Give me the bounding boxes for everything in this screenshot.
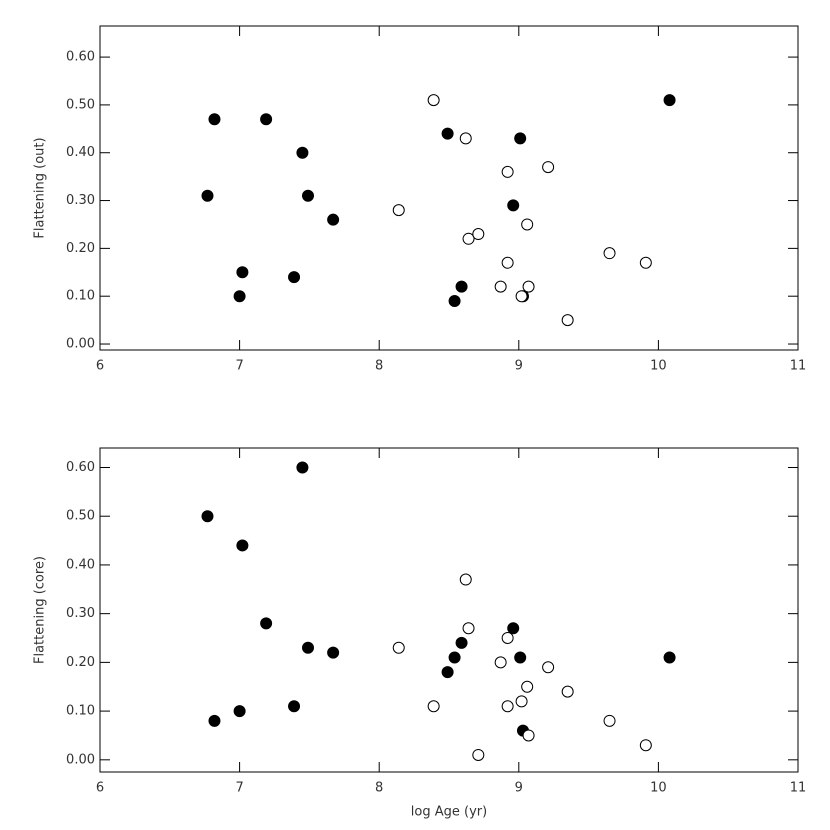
point: [521, 218, 534, 231]
y-tick-label: 0.60: [66, 460, 95, 475]
y-tick-label: 0.10: [66, 704, 95, 719]
x-tick-label: 11: [790, 781, 807, 796]
plot-frame: [99, 447, 799, 773]
point: [501, 700, 514, 713]
point: [494, 280, 507, 293]
point: [514, 651, 527, 664]
point: [522, 729, 535, 742]
plot-frame: [99, 25, 799, 351]
y-axis-label: Flattening (out): [33, 137, 48, 238]
x-tick-label: 8: [375, 359, 383, 374]
x-tick-label: 9: [515, 359, 523, 374]
point: [233, 705, 246, 718]
point: [327, 646, 340, 659]
y-axis-label: Flattening (core): [33, 556, 48, 664]
point: [561, 314, 574, 327]
x-tick-label: 7: [235, 359, 243, 374]
point: [501, 165, 514, 178]
point: [663, 94, 676, 107]
point: [455, 280, 468, 293]
x-tick-label: 9: [515, 781, 523, 796]
y-tick-label: 0.00: [66, 337, 95, 352]
point: [462, 622, 475, 635]
point: [639, 739, 652, 752]
point: [515, 695, 528, 708]
y-tick-label: 0.50: [66, 97, 95, 112]
point: [233, 290, 246, 303]
point: [561, 685, 574, 698]
x-tick-label: 6: [96, 781, 104, 796]
point: [296, 146, 309, 159]
point: [494, 656, 507, 669]
y-tick-label: 0.00: [66, 752, 95, 767]
point: [327, 213, 340, 226]
point: [603, 714, 616, 727]
point: [441, 666, 454, 679]
point: [427, 94, 440, 107]
y-tick-label: 0.50: [66, 509, 95, 524]
point: [542, 161, 555, 174]
point: [459, 573, 472, 586]
point: [208, 113, 221, 126]
point: [603, 247, 616, 260]
y-tick-label: 0.10: [66, 289, 95, 304]
x-tick-label: 7: [235, 781, 243, 796]
point: [515, 290, 528, 303]
point: [663, 651, 676, 664]
point: [392, 204, 405, 217]
point: [522, 280, 535, 293]
point: [639, 256, 652, 269]
point: [302, 641, 315, 654]
point: [455, 636, 468, 649]
point: [260, 617, 273, 630]
point: [208, 714, 221, 727]
point: [459, 132, 472, 145]
x-tick-label: 10: [650, 359, 667, 374]
point: [201, 510, 214, 523]
x-axis-label: log Age (yr): [411, 805, 487, 820]
point: [472, 748, 485, 761]
point: [542, 661, 555, 674]
y-tick-label: 0.40: [66, 145, 95, 160]
point: [392, 641, 405, 654]
x-tick-label: 8: [375, 781, 383, 796]
point: [462, 232, 475, 245]
point: [448, 294, 461, 307]
x-tick-label: 10: [650, 781, 667, 796]
point: [441, 127, 454, 140]
y-tick-label: 0.60: [66, 50, 95, 65]
y-tick-label: 0.30: [66, 193, 95, 208]
point: [507, 199, 520, 212]
point: [296, 461, 309, 474]
point: [521, 680, 534, 693]
point: [448, 651, 461, 664]
point: [288, 700, 301, 713]
point: [236, 539, 249, 552]
y-tick-label: 0.30: [66, 606, 95, 621]
point: [472, 228, 485, 241]
point: [514, 132, 527, 145]
point: [302, 189, 315, 202]
point: [236, 266, 249, 279]
point: [260, 113, 273, 126]
y-tick-label: 0.20: [66, 241, 95, 256]
x-tick-label: 6: [96, 359, 104, 374]
point: [501, 632, 514, 645]
x-tick-label: 11: [790, 359, 807, 374]
point: [201, 189, 214, 202]
y-tick-label: 0.40: [66, 557, 95, 572]
y-tick-label: 0.20: [66, 655, 95, 670]
point: [501, 256, 514, 269]
point: [507, 622, 520, 635]
point: [288, 271, 301, 284]
point: [427, 700, 440, 713]
